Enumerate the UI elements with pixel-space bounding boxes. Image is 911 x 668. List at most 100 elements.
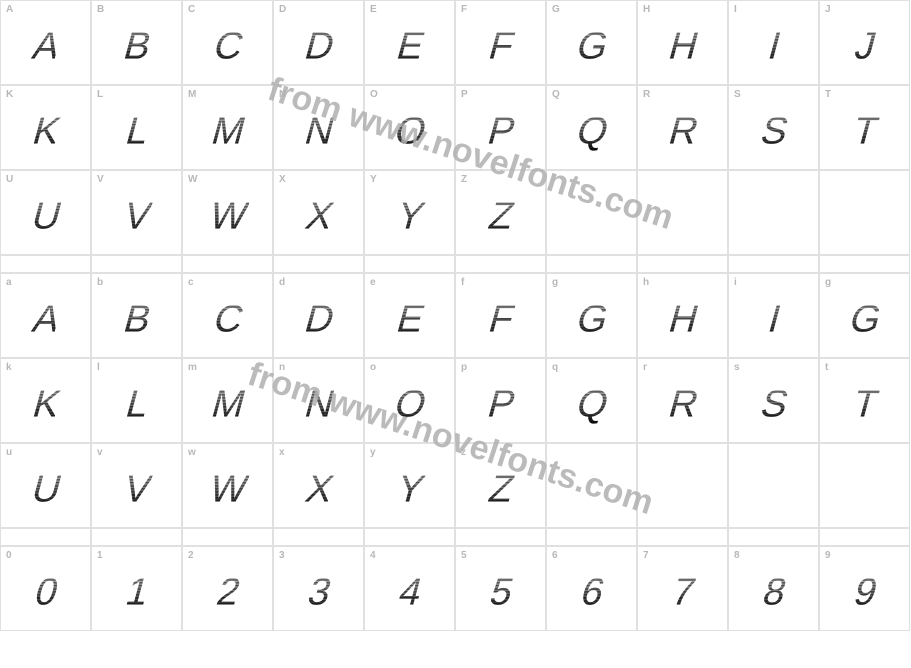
cell-label: v [97,447,103,458]
glyph-cell: tT [819,358,910,443]
glyph: B [119,298,155,341]
glyph-cell [637,170,728,255]
glyph: I [763,25,784,68]
cell-label: n [279,362,285,373]
cell-label: u [6,447,12,458]
glyph: 2 [212,571,244,614]
cell-label: g [825,277,831,288]
glyph-cell: RR [637,85,728,170]
spacer-cell [182,528,273,546]
glyph: K [28,383,64,426]
cell-label: m [188,362,197,373]
cell-label: x [279,447,285,458]
cell-label: L [97,89,103,100]
glyph: L [121,383,153,426]
glyph: M [206,383,248,426]
glyph-cell: II [728,0,819,85]
cell-label: 3 [279,550,285,561]
glyph: H [664,25,702,68]
cell-label: a [6,277,12,288]
cell-label: 6 [552,550,558,561]
glyph: G [571,298,611,341]
glyph: K [28,110,64,153]
glyph-cell: yY [364,443,455,528]
spacer-cell [364,528,455,546]
spacer-cell [455,528,546,546]
glyph: J [850,25,880,68]
glyph: F [484,25,518,68]
glyph: 9 [849,571,881,614]
cell-label: P [461,89,468,100]
glyph-cell: BB [91,0,182,85]
cell-label: O [370,89,378,100]
glyph-cell: iI [728,273,819,358]
cell-label: 5 [461,550,467,561]
glyph-cell: 77 [637,546,728,631]
glyph-cell: QQ [546,85,637,170]
cell-label: F [461,4,467,15]
glyph-cell: qQ [546,358,637,443]
glyph: X [301,195,337,238]
glyph-cell: HH [637,0,728,85]
glyph-cell: 88 [728,546,819,631]
glyph-cell: 99 [819,546,910,631]
glyph: 1 [121,571,153,614]
glyph-cell: fF [455,273,546,358]
glyph: I [763,298,784,341]
glyph-cell: SS [728,85,819,170]
glyph: G [844,298,884,341]
glyph-cell: PP [455,85,546,170]
cell-label: t [825,362,828,373]
spacer-cell [273,255,364,273]
glyph: R [664,383,702,426]
glyph: 7 [667,571,699,614]
glyph: Q [571,383,611,426]
glyph: L [121,110,153,153]
glyph: Z [484,195,518,238]
glyph: G [571,25,611,68]
glyph-cell: FF [455,0,546,85]
glyph-cell: bB [91,273,182,358]
glyph-cell [819,170,910,255]
glyph: D [300,25,338,68]
glyph: V [119,195,155,238]
cell-label: Q [552,89,560,100]
glyph: 3 [303,571,335,614]
cell-label: k [6,362,12,373]
glyph-cell: OO [364,85,455,170]
spacer-cell [182,255,273,273]
glyph-cell: JJ [819,0,910,85]
glyph: U [27,195,65,238]
cell-label: 4 [370,550,376,561]
glyph-cell: MM [182,85,273,170]
spacer-cell [273,528,364,546]
glyph-cell: LL [91,85,182,170]
glyph: E [392,298,428,341]
cell-label: E [370,4,377,15]
glyph-cell: CC [182,0,273,85]
glyph-cell: rR [637,358,728,443]
glyph: Q [571,110,611,153]
glyph: U [27,468,65,511]
glyph-cell: 44 [364,546,455,631]
spacer-cell [819,255,910,273]
spacer-cell [91,255,182,273]
cell-label: q [552,362,558,373]
glyph: W [204,195,250,238]
glyph-cell [819,443,910,528]
cell-label: c [188,277,194,288]
cell-label: S [734,89,741,100]
cell-label: Z [461,174,467,185]
glyph: R [664,110,702,153]
cell-label: M [188,89,196,100]
glyph: S [756,383,792,426]
glyph: Y [392,195,428,238]
glyph-cell: YY [364,170,455,255]
glyph: 6 [576,571,608,614]
cell-label: 0 [6,550,12,561]
spacer-cell [637,255,728,273]
glyph: E [392,25,428,68]
glyph: 0 [30,571,62,614]
cell-label: y [370,447,376,458]
glyph: C [209,25,247,68]
